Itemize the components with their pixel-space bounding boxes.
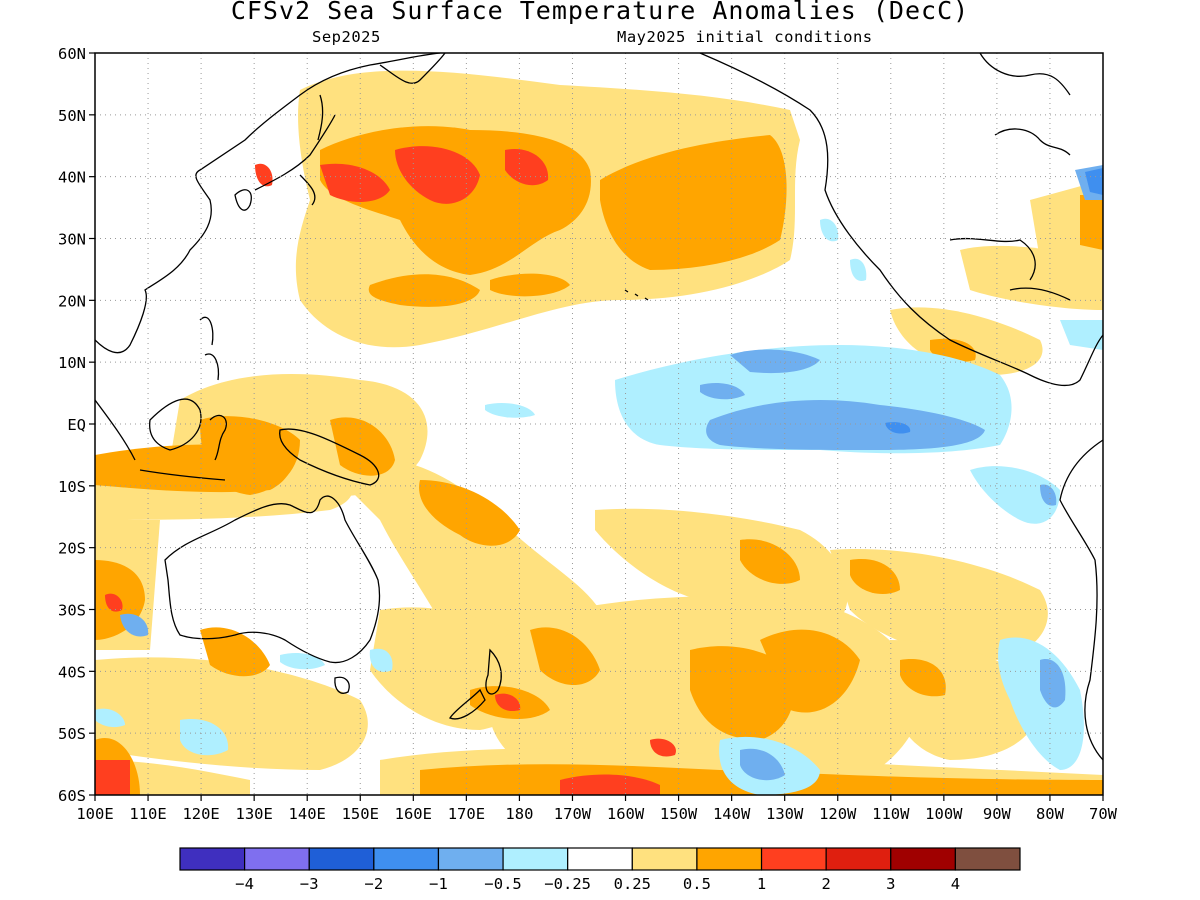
colorbar-label: −4 xyxy=(235,875,254,893)
colorbar-label: 1 xyxy=(757,875,766,893)
colorbar-swatch xyxy=(244,847,310,871)
kamchatka-coastline xyxy=(379,53,446,84)
lat-tick-label: 20S xyxy=(58,540,86,558)
lat-tick-label: 10N xyxy=(58,354,86,372)
warm-anomaly-1 xyxy=(95,146,676,795)
korea-coastline xyxy=(234,189,252,211)
colorbar-swatch xyxy=(760,847,827,871)
lon-tick-label: 140E xyxy=(289,805,326,823)
japan-coastline xyxy=(254,114,336,206)
lon-tick-label: 70W xyxy=(1089,805,1118,823)
colorbar-label: 3 xyxy=(886,875,895,893)
lat-tick-label: 30S xyxy=(58,602,86,620)
lat-tick-label: 40N xyxy=(58,169,86,187)
colorbar-label: −2 xyxy=(365,875,384,893)
lat-axis: 60N 50N 40N 30N 20N 10N EQ 10S 20S 30S 40S 50S 60S xyxy=(58,45,95,805)
new-zealand-coastline xyxy=(449,648,502,720)
colorbar-swatch xyxy=(631,847,698,871)
lon-tick-label: 140W xyxy=(713,805,751,823)
lon-axis: 100E 110E 120E 130E 140E 150E 160E 170E 180 170W 1… xyxy=(76,795,1118,823)
map-title: CFSv2 Sea Surface Temperature Anomalies … xyxy=(230,0,970,25)
new-guinea-coastline xyxy=(279,428,380,486)
lon-tick-label: 120E xyxy=(182,805,219,823)
lat-tick-label: 50S xyxy=(58,725,86,743)
north-america-coastline xyxy=(699,53,1103,387)
lat-tick-label: 30N xyxy=(58,231,86,249)
lon-tick-label: 150E xyxy=(342,805,379,823)
lon-tick-label: 100E xyxy=(76,805,113,823)
lat-tick-label: 40S xyxy=(58,663,86,681)
coastlines xyxy=(95,53,1103,761)
sumatra-java-coastline xyxy=(95,399,226,481)
lon-tick-label: 120W xyxy=(819,805,857,823)
south-america-coastline xyxy=(1059,439,1103,761)
lon-tick-label: 180 xyxy=(505,805,533,823)
tasmania-coastline xyxy=(334,676,350,694)
hawaii-coastline xyxy=(624,289,649,301)
australia-coastline xyxy=(164,495,381,664)
colorbar: −4 −3 −2 −1 −0.5 −0.25 0.25 0.5 1 2 3 4 xyxy=(179,847,1021,893)
colorbar-label: 0.25 xyxy=(614,875,651,893)
colorbar-label: −0.5 xyxy=(484,875,521,893)
philippines-coastline xyxy=(199,316,220,381)
borneo-coastline xyxy=(149,398,202,451)
colorbar-swatch xyxy=(696,847,763,871)
lon-tick-label: 110E xyxy=(129,805,166,823)
lon-tick-label: 130W xyxy=(766,805,804,823)
lon-tick-label: 130E xyxy=(235,805,272,823)
forecast-month: Sep2025 xyxy=(312,28,381,46)
lon-tick-label: 90W xyxy=(983,805,1012,823)
lat-tick-label: 10S xyxy=(58,478,86,496)
sakhalin-coastline xyxy=(317,94,324,141)
cool-anomaly-1 xyxy=(885,168,1103,434)
colorbar-swatch xyxy=(502,847,569,871)
initial-conditions: May2025 initial conditions xyxy=(617,28,873,46)
colorbar-label: 2 xyxy=(821,875,830,893)
colorbar-swatch xyxy=(437,847,504,871)
great-lakes-coastline xyxy=(994,128,1071,156)
lat-tick-label: 20N xyxy=(58,292,86,310)
colorbar-swatch xyxy=(954,847,1021,871)
lat-tick-label: EQ xyxy=(67,416,86,434)
lon-tick-label: 160E xyxy=(395,805,432,823)
sulawesi-coastline xyxy=(209,414,227,461)
asia-coastline xyxy=(95,53,441,354)
lat-tick-label: 60N xyxy=(58,45,86,63)
anomaly-shading xyxy=(95,53,1103,795)
lat-tick-label: 50N xyxy=(58,107,86,125)
lon-tick-label: 170W xyxy=(554,805,592,823)
graticule xyxy=(95,53,1103,795)
lon-tick-label: 100W xyxy=(925,805,963,823)
cuba-coastline xyxy=(1009,287,1071,301)
lat-tick-label: 60S xyxy=(58,787,86,805)
colorbar-label: −3 xyxy=(300,875,319,893)
lon-tick-label: 80W xyxy=(1036,805,1065,823)
colorbar-label: −0.25 xyxy=(544,875,591,893)
hudson-bay-coastline xyxy=(979,53,1071,96)
colorbar-swatch xyxy=(567,847,633,871)
lon-tick-label: 160W xyxy=(607,805,645,823)
colorbar-swatch xyxy=(890,847,956,871)
lon-tick-label: 150W xyxy=(660,805,698,823)
colorbar-swatch xyxy=(825,847,892,871)
colorbar-swatch xyxy=(179,847,246,871)
colorbar-label: −1 xyxy=(429,875,448,893)
lon-tick-label: 110W xyxy=(872,805,910,823)
colorbar-swatch xyxy=(373,847,440,871)
colorbar-label: 0.5 xyxy=(683,875,711,893)
lon-tick-label: 170E xyxy=(448,805,485,823)
cool-anomaly-0.5 xyxy=(120,165,1103,781)
colorbar-swatch xyxy=(308,847,375,871)
colorbar-label: 4 xyxy=(951,875,960,893)
